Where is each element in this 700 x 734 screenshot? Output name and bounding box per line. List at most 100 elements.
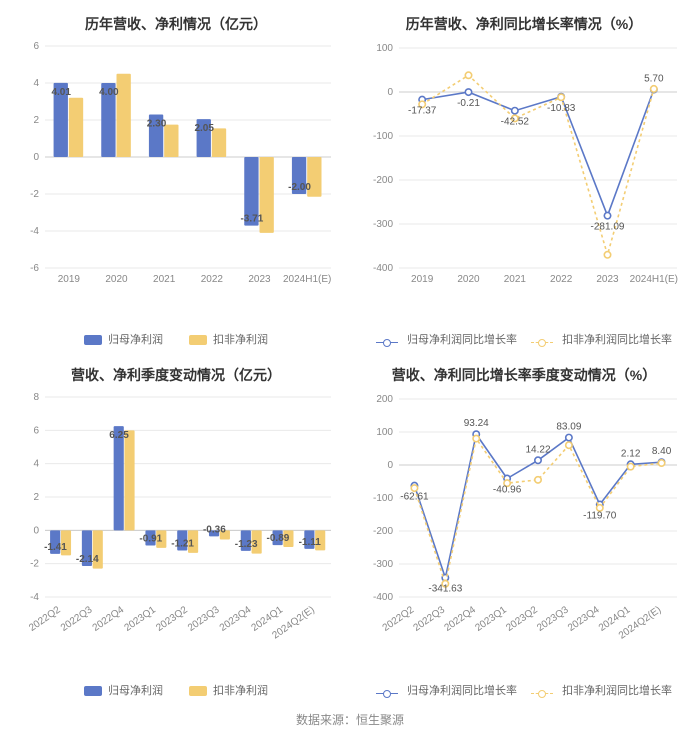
svg-text:-300: -300: [373, 559, 393, 570]
svg-text:-100: -100: [373, 131, 393, 142]
svg-text:2023: 2023: [248, 274, 271, 285]
svg-text:2022Q2: 2022Q2: [27, 604, 63, 634]
legend-label: 扣非净利润同比增长率: [562, 685, 672, 697]
svg-text:200: 200: [376, 394, 393, 405]
legend-line: 归母净利润同比增长率 扣非净利润同比增长率: [376, 682, 672, 698]
legend-label: 归母净利润同比增长率: [407, 334, 517, 346]
legend-bar: 归母净利润 扣非净利润: [84, 331, 268, 347]
svg-text:2022Q3: 2022Q3: [59, 604, 95, 634]
svg-text:-62.61: -62.61: [400, 492, 429, 503]
legend-label: 扣非净利润同比增长率: [562, 334, 672, 346]
svg-text:4: 4: [33, 459, 39, 470]
svg-text:-1.11: -1.11: [299, 537, 322, 548]
svg-text:-0.21: -0.21: [457, 98, 480, 109]
svg-text:2023: 2023: [596, 274, 619, 285]
svg-text:0: 0: [33, 525, 39, 536]
svg-text:2: 2: [33, 115, 39, 126]
svg-text:2023Q3: 2023Q3: [186, 604, 222, 634]
chart-title: 历年营收、净利情况（亿元）: [85, 14, 267, 34]
svg-text:6.25: 6.25: [109, 430, 129, 441]
legend-label: 归母净利润: [108, 334, 163, 346]
svg-text:-3.71: -3.71: [240, 214, 263, 225]
svg-text:-119.70: -119.70: [583, 511, 617, 522]
svg-text:2024H1(E): 2024H1(E): [283, 274, 331, 285]
svg-text:83.09: 83.09: [556, 422, 581, 433]
svg-text:2022Q4: 2022Q4: [91, 604, 127, 634]
svg-text:-6: -6: [30, 263, 39, 274]
svg-text:2021: 2021: [153, 274, 176, 285]
svg-text:2023Q2: 2023Q2: [154, 604, 190, 634]
chart-title: 历年营收、净利同比增长率情况（%）: [406, 14, 642, 34]
legend-item-yellow: 扣非净利润同比增长率: [531, 682, 672, 698]
svg-text:-17.37: -17.37: [408, 106, 437, 117]
svg-text:-40.96: -40.96: [493, 485, 522, 496]
svg-text:2023Q2: 2023Q2: [504, 604, 540, 634]
svg-text:2024H1(E): 2024H1(E): [630, 274, 678, 285]
legend-label: 扣非净利润: [213, 685, 268, 697]
svg-text:2022Q2: 2022Q2: [381, 604, 417, 634]
svg-text:2022Q3: 2022Q3: [412, 604, 448, 634]
svg-text:2022: 2022: [201, 274, 224, 285]
legend-item-blue: 归母净利润: [84, 682, 163, 698]
svg-text:2023Q1: 2023Q1: [122, 604, 158, 634]
svg-text:-200: -200: [373, 175, 393, 186]
svg-text:0: 0: [33, 152, 39, 163]
svg-text:2.05: 2.05: [194, 123, 214, 134]
legend-label: 归母净利润同比增长率: [407, 685, 517, 697]
svg-text:-4: -4: [30, 226, 39, 237]
svg-text:-2.00: -2.00: [288, 182, 311, 193]
svg-text:4.01: 4.01: [51, 87, 71, 98]
svg-text:2019: 2019: [58, 274, 81, 285]
svg-text:100: 100: [376, 43, 393, 54]
panel-quarter-bar: 营收、净利季度变动情况（亿元） -4 -2 0 2 4 6 8 2022Q2 -1.41 2022…: [6, 359, 346, 702]
svg-text:-300: -300: [373, 219, 393, 230]
svg-text:-2: -2: [30, 189, 39, 200]
svg-text:-0.91: -0.91: [139, 534, 162, 545]
svg-text:-0.89: -0.89: [267, 533, 290, 544]
svg-text:-2.14: -2.14: [76, 554, 99, 565]
legend-item-blue: 归母净利润同比增长率: [376, 331, 517, 347]
svg-text:-281.09: -281.09: [591, 222, 625, 233]
legend-item-yellow: 扣非净利润: [189, 331, 268, 347]
svg-text:-400: -400: [373, 592, 393, 603]
svg-text:2: 2: [33, 492, 39, 503]
svg-text:8: 8: [33, 392, 39, 403]
svg-text:-10.83: -10.83: [547, 103, 576, 114]
svg-text:-1.21: -1.21: [171, 539, 194, 550]
svg-text:-4: -4: [30, 592, 39, 603]
svg-text:-400: -400: [373, 263, 393, 274]
legend-item-blue: 归母净利润: [84, 331, 163, 347]
svg-text:5.70: 5.70: [644, 73, 664, 84]
panel-annual-bar: 历年营收、净利情况（亿元） -6-4-2024620194.0120204.00…: [6, 8, 346, 351]
svg-text:2.30: 2.30: [147, 118, 167, 129]
svg-text:-100: -100: [373, 493, 393, 504]
svg-text:100: 100: [376, 427, 393, 438]
svg-text:6: 6: [33, 425, 39, 436]
chart-annual-bar: -6-4-2024620194.0120204.0020212.3020222.…: [6, 38, 346, 329]
panel-quarter-line: 营收、净利同比增长率季度变动情况（%） -400-300-200-1000100…: [354, 359, 694, 702]
svg-text:2022Q4: 2022Q4: [442, 604, 478, 634]
svg-text:2023Q3: 2023Q3: [535, 604, 571, 634]
svg-text:93.24: 93.24: [464, 418, 489, 429]
svg-text:2.12: 2.12: [621, 448, 641, 459]
legend-item-yellow: 扣非净利润: [189, 682, 268, 698]
svg-text:2023Q1: 2023Q1: [473, 604, 509, 634]
svg-text:-200: -200: [373, 526, 393, 537]
svg-text:-2: -2: [30, 559, 39, 570]
svg-text:-341.63: -341.63: [428, 584, 462, 595]
svg-text:-42.52: -42.52: [501, 117, 530, 128]
legend-label: 归母净利润: [108, 685, 163, 697]
svg-text:2019: 2019: [411, 274, 434, 285]
svg-text:-1.41: -1.41: [44, 542, 67, 553]
legend-bar: 归母净利润 扣非净利润: [84, 682, 268, 698]
svg-text:4: 4: [33, 78, 39, 89]
chart-title: 营收、净利季度变动情况（亿元）: [71, 365, 281, 385]
svg-text:14.22: 14.22: [525, 444, 550, 455]
svg-text:2020: 2020: [105, 274, 128, 285]
chart-title: 营收、净利同比增长率季度变动情况（%）: [392, 365, 656, 385]
svg-text:8.40: 8.40: [652, 446, 672, 457]
svg-text:-0.36: -0.36: [203, 524, 226, 535]
panel-annual-line: 历年营收、净利同比增长率情况（%） -400-300-200-100010020…: [354, 8, 694, 351]
svg-text:6: 6: [33, 41, 39, 52]
chart-quarter-bar: -4 -2 0 2 4 6 8 2022Q2 -1.41 2022Q3 -2.14 2022Q4 6.2…: [6, 389, 346, 680]
